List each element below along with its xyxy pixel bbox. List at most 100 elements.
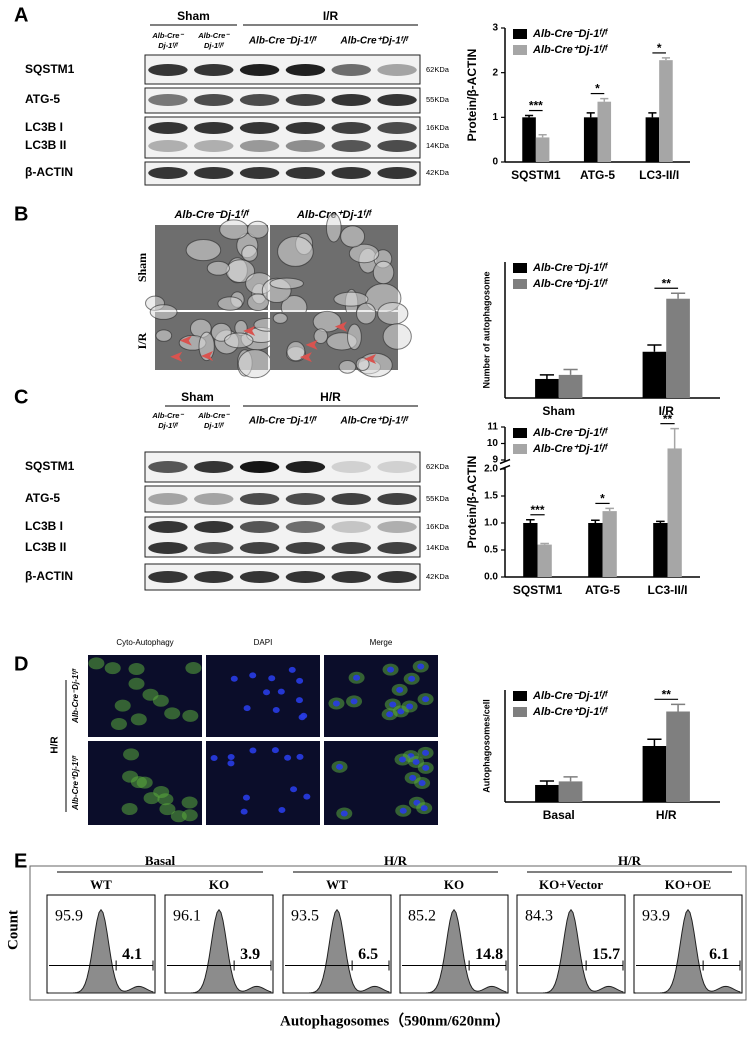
gate [402,960,507,971]
nucleus [271,747,279,754]
flow-group-label: Basal [145,853,176,868]
nucleus [418,780,426,787]
x-tick-label: Sham [542,404,575,418]
cell-signal [157,793,174,806]
bar [602,511,617,577]
error-bar [648,112,657,118]
group-label: H/R [320,390,341,404]
micrograph-texture [338,360,357,374]
percent-right: 15.7 [592,946,620,963]
blot-row-label: LC3B I [25,519,63,533]
nucleus [249,672,257,679]
blot-frame [144,54,421,85]
legend-swatch [513,428,527,438]
x-tick-label: I/R [659,404,675,418]
lane-label: Alb-Cre⁺Dj-1ᶠ/ᶠ [339,416,409,427]
percent-right: 14.8 [475,946,503,963]
panel-label: C [14,386,28,408]
y-axis-label: Number of autophagosome [481,271,491,388]
flow-sample-label: KO [209,877,229,892]
blot-band [194,167,234,179]
error-bar [647,738,662,746]
bar [535,784,559,802]
x-tick-label: ATG-5 [580,168,615,182]
y-tick-label: 0 [492,157,498,168]
micrograph-texture [246,220,269,239]
nucleus [295,697,303,704]
arrow [243,325,256,336]
arrow [299,352,312,363]
flow-group-label: H/R [384,853,408,868]
micrograph-texture [269,277,304,290]
bar [642,746,667,802]
bar [666,298,690,398]
nucleus [227,753,235,760]
significance-label: *** [529,99,543,113]
micrograph-texture [382,323,412,350]
blot-band [148,571,188,583]
nucleus [336,763,344,770]
blot-band [377,94,417,106]
significance-label: * [657,41,662,55]
nucleus [288,666,296,673]
group-label: I/R [323,9,339,23]
legend-label: Alb-Cre⁻Dj-1ᶠ/ᶠ [532,28,609,40]
cell-signal [104,662,121,675]
micrograph-texture [155,329,173,342]
micrograph-texture [312,310,342,333]
nucleus [284,754,292,761]
blot-band [331,167,371,179]
error-bar [538,134,547,138]
y-tick-label: 2 [492,67,498,78]
bar [558,781,583,802]
blot-row-label: β-ACTIN [25,165,73,179]
nucleus [243,705,251,712]
blot-band [239,571,280,583]
blot-band [377,167,417,179]
nucleus [399,756,407,763]
micrograph-texture [347,323,362,351]
nucleus [350,698,358,705]
percent-right: 6.5 [358,946,378,963]
blot-band [285,94,326,106]
nucleus [298,714,306,721]
image-column-label: DAPI [254,638,273,647]
cell-signal [110,717,127,730]
blot-row-label: SQSTM1 [25,459,75,473]
flow-sample-label: WT [326,877,348,892]
histogram [49,908,154,994]
molecular-weight: 16KDa [426,123,450,132]
blot-band [331,122,371,134]
y-tick-label: 0.0 [484,572,498,583]
error-bar [524,114,534,118]
blot-row-label: LC3B II [25,540,66,554]
cell-signal [164,707,181,720]
micrograph-texture [272,312,288,324]
bar [645,117,660,162]
legend-label: Alb-Cre⁺Dj-1ᶠ/ᶠ [532,278,609,290]
bar [535,137,550,162]
gate [636,960,741,971]
blot-band [285,122,326,134]
nucleus [396,686,404,693]
blot-band [194,521,234,533]
blot-band [194,571,234,583]
image-row-label: Alb-Cre⁺Dj-1ᶠ/ᶠ [71,755,80,811]
bar [523,523,538,577]
blot-band [148,493,188,505]
y-tick-label: 2.0 [484,464,498,475]
percent-right: 3.9 [240,946,260,963]
nucleus [240,808,248,815]
micrograph-texture [277,236,314,267]
molecular-weight: 62KDa [426,65,450,74]
flow-group-label: H/R [618,853,642,868]
bar [667,448,682,577]
cell-signal [130,776,147,789]
error-bar [670,292,686,299]
panel-label: D [14,653,28,675]
fluorescence-image [206,741,320,825]
blot-band [148,461,188,473]
y-tick-label: 0.5 [484,545,498,556]
blot-band [194,140,234,152]
nucleus [387,666,395,673]
